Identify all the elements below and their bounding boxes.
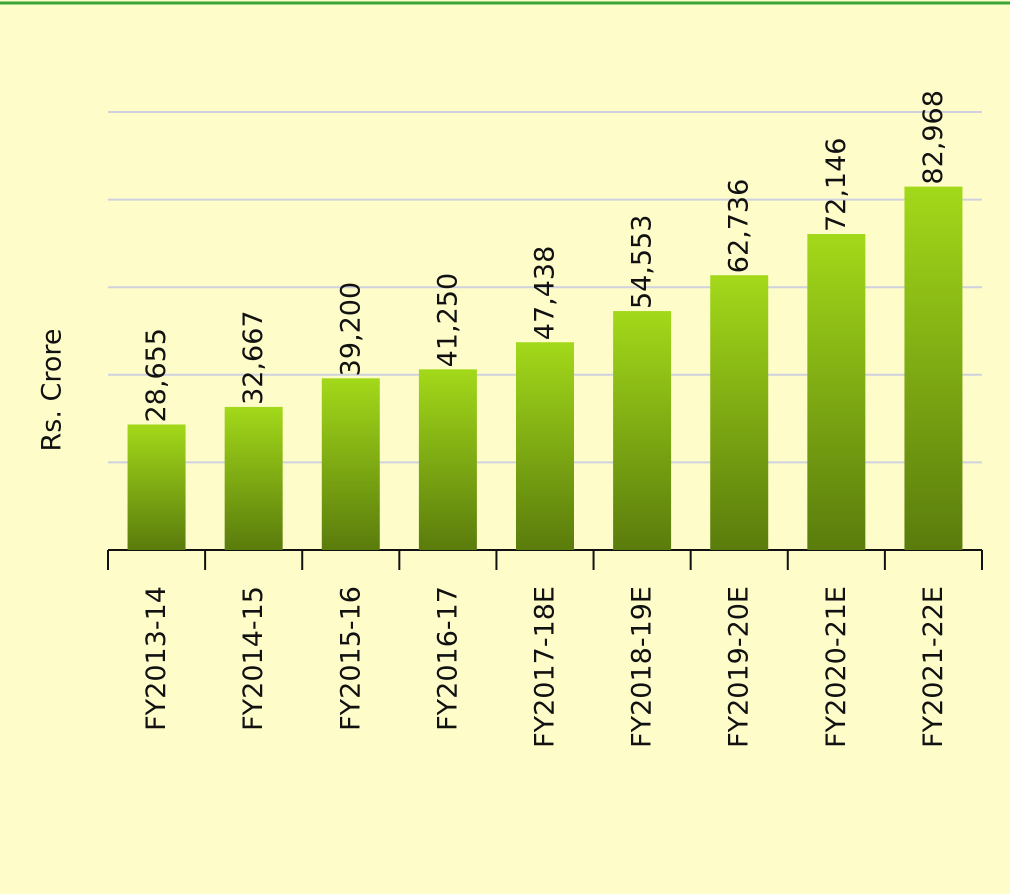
- x-tick-label: FY2014-15: [238, 586, 269, 731]
- data-label: 54,553: [627, 215, 658, 309]
- data-label: 82,968: [918, 90, 949, 184]
- bar: [321, 378, 380, 550]
- data-label: 28,655: [141, 328, 172, 422]
- data-label: 47,438: [530, 246, 561, 340]
- data-label: 72,146: [821, 138, 852, 232]
- x-tick-label: FY2019-20E: [724, 586, 755, 748]
- bar: [807, 234, 866, 550]
- y-axis-label: Rs. Crore: [37, 329, 68, 452]
- x-tick-label: FY2020-21E: [821, 586, 852, 748]
- data-label: 41,250: [432, 273, 463, 367]
- bar: [613, 311, 672, 550]
- x-tick-label: FY2018-19E: [627, 586, 658, 748]
- x-tick-label: FY2016-17: [432, 586, 463, 731]
- bar: [127, 424, 186, 550]
- bar: [710, 275, 769, 550]
- x-tick-label: FY2013-14: [141, 586, 172, 731]
- x-tick-label: FY2015-16: [335, 586, 366, 731]
- bar: [224, 406, 283, 550]
- data-label: 62,736: [724, 179, 755, 273]
- bar: [516, 342, 574, 550]
- data-label: 32,667: [238, 310, 269, 404]
- x-tick-label: FY2017-18E: [530, 586, 561, 748]
- x-tick-label: FY2021-22E: [918, 586, 949, 748]
- bar: [418, 369, 477, 550]
- bar: [904, 186, 963, 550]
- data-label: 39,200: [335, 282, 366, 376]
